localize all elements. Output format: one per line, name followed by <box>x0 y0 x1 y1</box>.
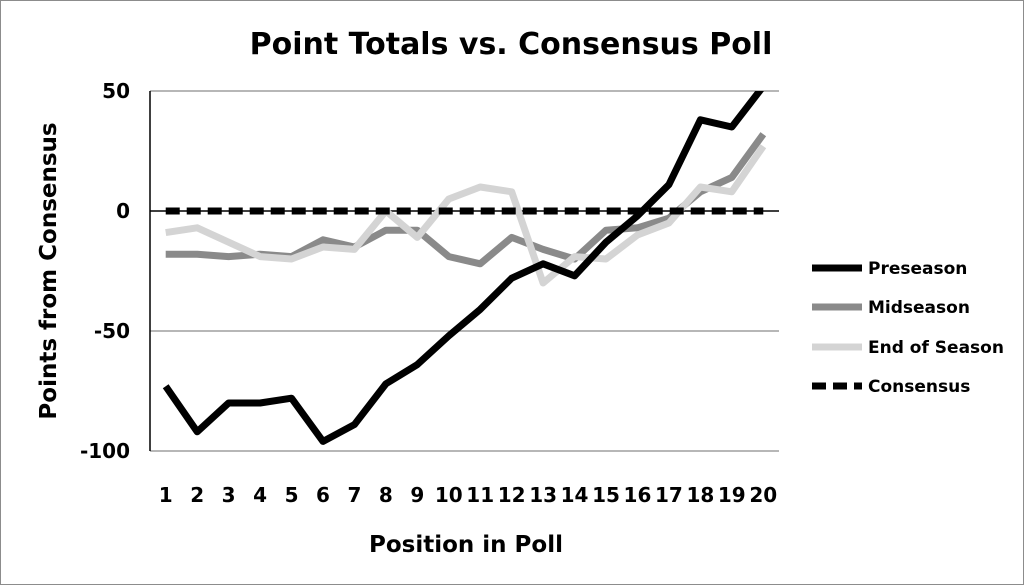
x-tick-label: 12 <box>498 483 526 507</box>
x-tick-label: 15 <box>592 483 620 507</box>
x-tick-label: 16 <box>624 483 652 507</box>
legend-label: Preseason <box>868 259 967 279</box>
x-tick-label: 3 <box>222 483 236 507</box>
legend-label: Consensus <box>868 377 970 397</box>
x-tick-label: 9 <box>410 483 424 507</box>
y-tick-label: 50 <box>102 79 130 103</box>
x-tick-label: 17 <box>655 483 683 507</box>
y-tick-label: -100 <box>80 439 130 463</box>
x-tick-label: 13 <box>529 483 557 507</box>
chart-title: Point Totals vs. Consensus Poll <box>250 27 773 62</box>
gridlines <box>150 90 779 452</box>
x-tick-labels: 1 2 3 4 5 6 7 8 9 10 11 12 13 14 15 16 17 18 19 20 <box>159 483 777 507</box>
x-axis-title: Position in Poll <box>369 532 563 558</box>
x-tick-label: 6 <box>316 483 330 507</box>
legend: Preseason Midseason End of Season Consensus <box>812 259 1004 397</box>
x-tick-label: 18 <box>686 483 714 507</box>
x-tick-label: 8 <box>379 483 393 507</box>
y-tick-label: 0 <box>116 199 130 223</box>
series-lines <box>162 91 767 445</box>
x-tick-label: 2 <box>190 483 204 507</box>
x-tick-label: 20 <box>749 483 777 507</box>
x-tick-label: 11 <box>466 483 494 507</box>
legend-label: Midseason <box>868 298 970 318</box>
y-tick-label: -50 <box>94 319 130 343</box>
series-line-midseason <box>165 132 767 268</box>
x-tick-label: 7 <box>347 483 361 507</box>
y-tick-labels: 50 0 -50 -100 <box>80 79 130 463</box>
y-axis-title: Points from Consensus <box>36 122 62 419</box>
series-line-preseason <box>162 91 765 445</box>
x-tick-label: 1 <box>159 483 173 507</box>
legend-label: End of Season <box>868 338 1004 358</box>
x-tick-label: 10 <box>435 483 463 507</box>
x-tick-label: 5 <box>285 483 299 507</box>
x-tick-label: 14 <box>561 483 589 507</box>
series-line-end-of-season <box>165 144 767 287</box>
x-tick-label: 4 <box>253 483 267 507</box>
x-tick-label: 19 <box>718 483 746 507</box>
